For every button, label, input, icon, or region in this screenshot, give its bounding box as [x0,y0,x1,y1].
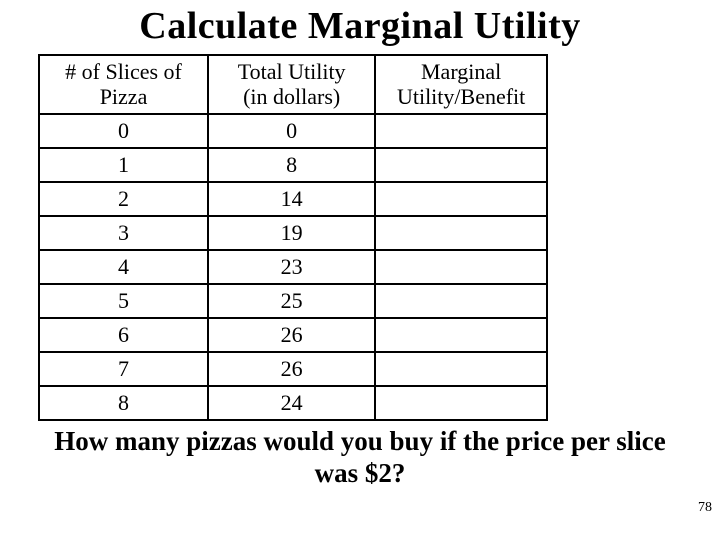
cell-marginal-utility [375,250,547,284]
col-header-marginal-utility: Marginal Utility/Benefit [375,55,547,114]
table-row: 6 26 [39,318,547,352]
cell-marginal-utility [375,284,547,318]
question-text: How many pizzas would you buy if the pri… [30,425,690,490]
cell-slices: 8 [39,386,208,420]
slide: Calculate Marginal Utility # of Slices o… [0,0,720,540]
cell-slices: 0 [39,114,208,148]
cell-slices: 2 [39,182,208,216]
cell-slices: 6 [39,318,208,352]
cell-total-utility: 23 [208,250,375,284]
cell-total-utility: 25 [208,284,375,318]
table-row: 0 0 [39,114,547,148]
cell-marginal-utility [375,216,547,250]
col-header-slices: # of Slices of Pizza [39,55,208,114]
utility-table: # of Slices of Pizza Total Utility (in d… [38,54,548,421]
cell-slices: 1 [39,148,208,182]
page-number: 78 [698,500,712,516]
table-row: 5 25 [39,284,547,318]
table-row: 7 26 [39,352,547,386]
col-header-text: Utility/Benefit [397,84,525,109]
col-header-text: Pizza [100,84,148,109]
cell-total-utility: 0 [208,114,375,148]
cell-total-utility: 8 [208,148,375,182]
col-header-text: Marginal [421,59,501,84]
col-header-text: Total Utility [238,59,346,84]
cell-slices: 7 [39,352,208,386]
cell-slices: 5 [39,284,208,318]
cell-marginal-utility [375,386,547,420]
table-row: 3 19 [39,216,547,250]
cell-total-utility: 14 [208,182,375,216]
cell-total-utility: 19 [208,216,375,250]
table-row: 4 23 [39,250,547,284]
table-row: 2 14 [39,182,547,216]
cell-slices: 3 [39,216,208,250]
cell-marginal-utility [375,352,547,386]
table-header-row: # of Slices of Pizza Total Utility (in d… [39,55,547,114]
col-header-text: (in dollars) [243,84,340,109]
cell-marginal-utility [375,114,547,148]
cell-marginal-utility [375,148,547,182]
col-header-text: # of Slices of [65,59,182,84]
cell-total-utility: 26 [208,352,375,386]
cell-total-utility: 24 [208,386,375,420]
table-row: 8 24 [39,386,547,420]
table-row: 1 8 [39,148,547,182]
col-header-total-utility: Total Utility (in dollars) [208,55,375,114]
cell-marginal-utility [375,318,547,352]
cell-marginal-utility [375,182,547,216]
slide-title: Calculate Marginal Utility [10,4,710,48]
cell-total-utility: 26 [208,318,375,352]
cell-slices: 4 [39,250,208,284]
